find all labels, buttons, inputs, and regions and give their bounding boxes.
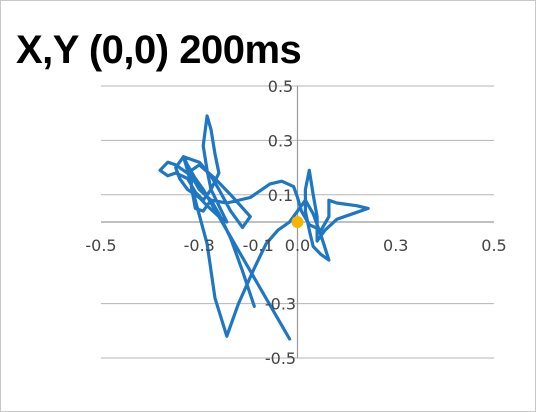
x-tick-label: 0.3 <box>383 236 408 255</box>
x-tick-label: 0.5 <box>481 236 506 255</box>
y-tick-label: -0.5 <box>265 349 296 368</box>
y-tick-label: 0.3 <box>268 131 293 150</box>
series-line-0 <box>158 114 370 341</box>
x-tick-label: -0.5 <box>85 236 116 255</box>
x-tick-label: -0.1 <box>243 236 274 255</box>
y-tick-label: 0.5 <box>268 77 293 96</box>
chart-title: X,Y (0,0) 200ms <box>16 28 302 72</box>
x-tick-label: -0.3 <box>184 236 215 255</box>
y-tick-label: -0.3 <box>265 295 296 314</box>
tick-labels: -0.5 -0.3 -0.1 0.0 0.3 0.5 0.5 0.3 0.1 -0.3 -0.5 <box>85 77 506 368</box>
y-tick-label: 0.1 <box>268 186 293 205</box>
series-group <box>158 114 370 341</box>
x-tick-label: 0.0 <box>285 236 310 255</box>
origin-marker <box>291 216 304 228</box>
